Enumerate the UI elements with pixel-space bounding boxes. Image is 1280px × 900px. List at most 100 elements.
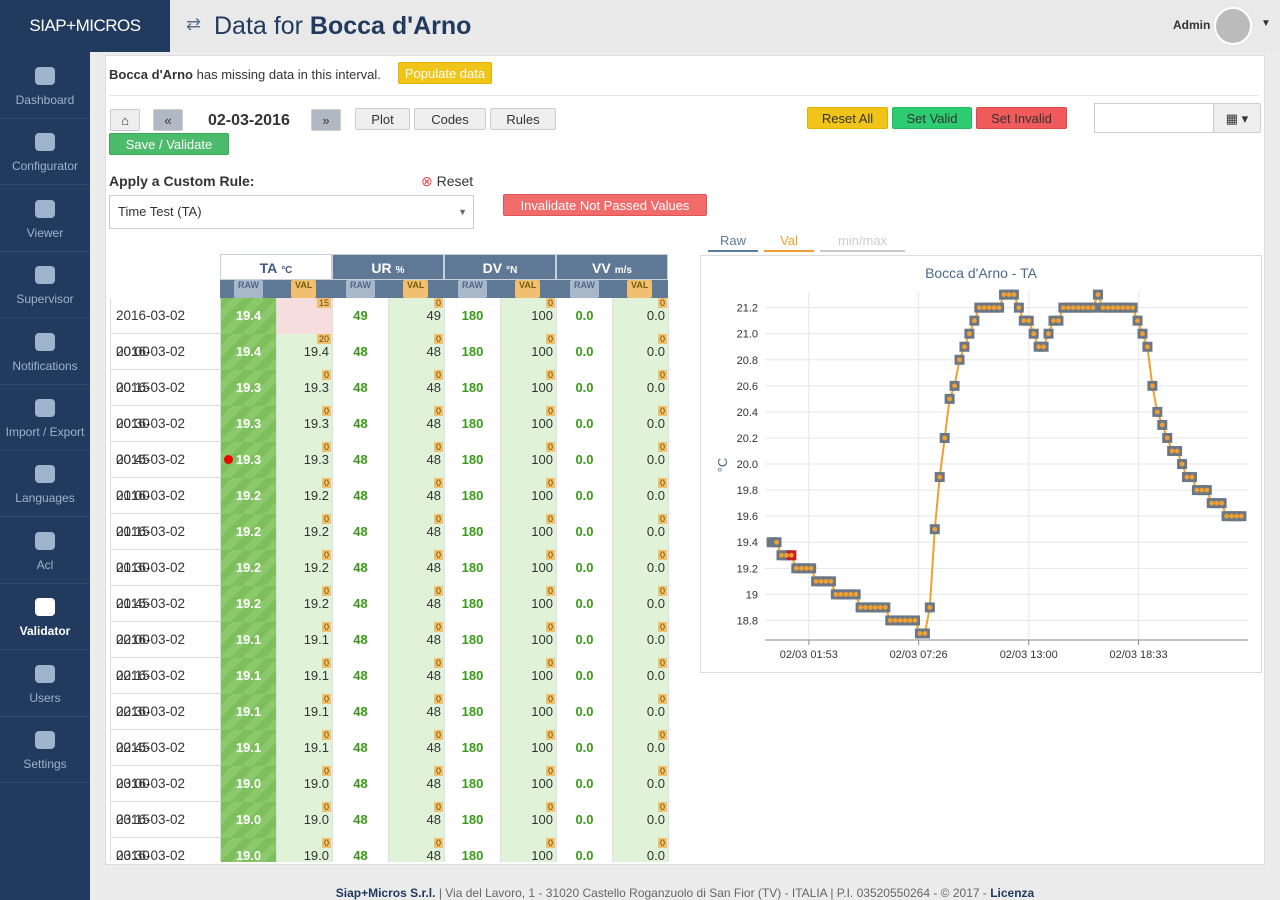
val-point[interactable] <box>1224 513 1229 519</box>
val-cell[interactable]: 100 0 <box>501 730 557 766</box>
val-point[interactable] <box>1001 292 1007 298</box>
prev-button[interactable]: « <box>153 109 183 131</box>
val-cell[interactable]: 0.0 0 <box>613 550 669 586</box>
val-point[interactable] <box>818 578 824 584</box>
chart-tab[interactable]: Raw <box>708 232 758 252</box>
val-cell[interactable]: 19.3 0 <box>277 442 333 478</box>
nav-item[interactable]: Import / Export <box>0 385 90 451</box>
val-point[interactable] <box>833 591 839 597</box>
nav-item[interactable]: Users <box>0 651 90 717</box>
val-point[interactable] <box>1154 409 1160 415</box>
val-cell[interactable]: 48 0 <box>389 442 445 478</box>
raw-cell[interactable]: 180 <box>445 766 501 802</box>
raw-cell[interactable]: 180 <box>445 802 501 838</box>
raw-cell[interactable]: 0.0 <box>557 370 613 406</box>
val-cell[interactable]: 48 0 <box>389 694 445 730</box>
val-point[interactable] <box>1135 318 1140 324</box>
rule-select[interactable]: Time Test (TA) ▼ <box>109 195 474 229</box>
raw-cell[interactable]: 19.3 <box>221 442 277 478</box>
val-point[interactable] <box>996 305 1002 311</box>
raw-cell[interactable]: 48 <box>333 442 389 478</box>
table-row[interactable]: 2016-03-02 02:15 19.1 19.1 0 48 48 0 180 100 0 0.0… <box>111 622 670 683</box>
val-cell[interactable]: 100 0 <box>501 334 557 370</box>
val-cell[interactable]: 19.1 0 <box>277 622 333 658</box>
table-row[interactable]: 2016-03-02 02:30 19.1 19.1 0 48 48 0 180 100 0 0.0… <box>111 658 670 719</box>
val-cell[interactable]: 19.2 0 <box>277 550 333 586</box>
val-cell[interactable]: 48 0 <box>389 370 445 406</box>
raw-cell[interactable]: 48 <box>333 370 389 406</box>
table-row[interactable]: 2016-03-02 00:15 19.4 19.4 20 48 48 0 180 100 0 0.… <box>111 334 670 395</box>
table-row[interactable]: 2016-03-02 01:15 19.2 19.2 0 48 48 0 180 100 0 0.0… <box>111 478 670 539</box>
val-point[interactable] <box>813 578 819 584</box>
val-point[interactable] <box>1214 500 1220 506</box>
val-cell[interactable]: 0.0 0 <box>613 370 669 406</box>
val-point[interactable] <box>793 565 799 571</box>
val-cell[interactable]: 100 0 <box>501 694 557 730</box>
table-row[interactable]: 2016-03-02 03:30 19.0 19.0 0 48 48 0 180 100 0 0.0… <box>111 802 670 862</box>
raw-cell[interactable]: 180 <box>445 622 501 658</box>
val-cell[interactable]: 100 0 <box>501 514 557 550</box>
val-cell[interactable]: 0.0 0 <box>613 802 669 838</box>
chart-tab[interactable]: Val <box>764 232 814 252</box>
raw-cell[interactable]: 19.0 <box>221 802 277 838</box>
val-point[interactable] <box>1110 305 1116 311</box>
table-row[interactable]: 2016-03-02 03:15 19.0 19.0 0 48 48 0 180 100 0 0.0… <box>111 766 670 827</box>
val-point[interactable] <box>932 526 938 532</box>
raw-cell[interactable]: 49 <box>333 298 389 334</box>
table-row[interactable]: 2016-03-02 00:30 19.3 19.3 0 48 48 0 180 100 0 0.0… <box>111 370 670 431</box>
val-point[interactable] <box>877 605 883 610</box>
nav-item[interactable]: Configurator <box>0 119 90 186</box>
val-cell[interactable]: 19.2 0 <box>277 514 333 550</box>
val-cell[interactable]: 19.3 0 <box>277 370 333 406</box>
raw-cell[interactable]: 180 <box>445 406 501 442</box>
raw-cell[interactable]: 180 <box>445 298 501 334</box>
val-point[interactable] <box>962 344 967 350</box>
val-cell[interactable]: 0.0 0 <box>613 514 669 550</box>
val-point[interactable] <box>1095 292 1101 298</box>
raw-cell[interactable]: 0.0 <box>557 838 613 862</box>
raw-cell[interactable]: 0.0 <box>557 478 613 514</box>
val-cell[interactable]: 100 0 <box>501 442 557 478</box>
val-point[interactable] <box>991 305 997 311</box>
raw-cell[interactable]: 0.0 <box>557 694 613 730</box>
val-point[interactable] <box>1149 383 1155 389</box>
raw-cell[interactable]: 0.0 <box>557 730 613 766</box>
table-row[interactable]: 2016-03-02 00:45 19.3 19.3 0 48 48 0 180 100 0 0.0… <box>111 406 670 467</box>
val-point[interactable] <box>803 565 809 571</box>
val-cell[interactable]: 48 0 <box>389 658 445 694</box>
val-point[interactable] <box>1184 474 1190 480</box>
raw-cell[interactable]: 48 <box>333 802 389 838</box>
invalidate-button[interactable]: Invalidate Not Passed Values <box>503 194 707 216</box>
raw-cell[interactable]: 0.0 <box>557 586 613 622</box>
val-point[interactable] <box>1125 305 1131 311</box>
val-point[interactable] <box>1145 344 1150 350</box>
val-cell[interactable]: 48 0 <box>389 478 445 514</box>
val-cell[interactable]: 48 0 <box>389 550 445 586</box>
val-point[interactable] <box>1085 305 1091 311</box>
raw-cell[interactable]: 48 <box>333 406 389 442</box>
raw-cell[interactable]: 19.1 <box>221 658 277 694</box>
raw-cell[interactable]: 0.0 <box>557 334 613 370</box>
val-point[interactable] <box>1120 305 1126 311</box>
val-point[interactable] <box>858 605 864 610</box>
raw-cell[interactable]: 19.0 <box>221 838 277 862</box>
raw-cell[interactable]: 0.0 <box>557 442 613 478</box>
val-cell[interactable]: 49 0 <box>389 298 445 334</box>
table-row[interactable]: 2016-03-02 01:30 19.2 19.2 0 48 48 0 180 100 0 0.0… <box>111 514 670 575</box>
raw-cell[interactable]: 19.4 <box>221 298 277 334</box>
val-point[interactable] <box>1179 461 1185 467</box>
val-point[interactable] <box>1204 487 1210 493</box>
val-point[interactable] <box>1011 292 1017 298</box>
val-point[interactable] <box>784 552 789 558</box>
val-cell[interactable]: 19.1 0 <box>277 658 333 694</box>
val-point[interactable] <box>947 396 953 402</box>
val-cell[interactable]: 48 0 <box>389 766 445 802</box>
set-invalid-button[interactable]: Set Invalid <box>976 107 1067 129</box>
raw-cell[interactable]: 48 <box>333 550 389 586</box>
val-point[interactable] <box>902 618 908 623</box>
val-point[interactable] <box>873 605 878 610</box>
val-point[interactable] <box>1130 305 1136 311</box>
raw-cell[interactable]: 19.0 <box>221 766 277 802</box>
val-point[interactable] <box>952 383 957 389</box>
val-point[interactable] <box>1060 305 1066 311</box>
